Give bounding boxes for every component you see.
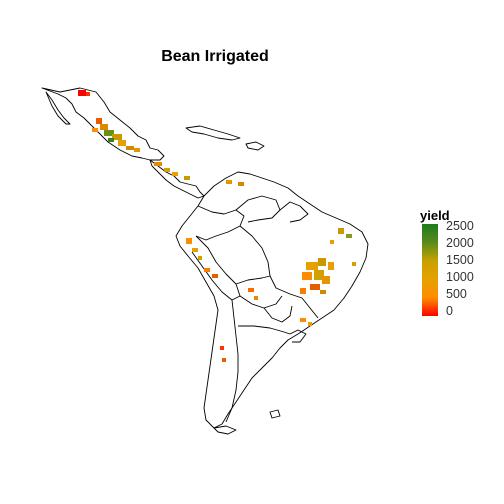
falklands-outline [269,409,281,419]
yield-cells [78,90,356,362]
legend-tick: 1000 [446,270,474,284]
cuba-outline [185,125,241,141]
tierra-del-fuego-outline [213,425,237,435]
south-america-outline [175,171,369,429]
map-title: Bean Irrigated [161,48,269,65]
baja-outline [45,91,71,125]
legend-tick: 2500 [446,219,474,233]
peru-border [191,235,241,301]
legend-tick: 0 [446,304,453,318]
venezuela-border [235,195,281,223]
brazil-border [239,225,319,319]
legend-tick: 1500 [446,253,474,267]
legend-tick: 500 [446,287,467,301]
argentina-border [238,325,291,335]
hispaniola-outline [245,141,265,151]
paraguay-border [263,305,293,323]
legend-color-bar [422,224,438,316]
argentina-chile-border [225,299,239,423]
uruguay-border [289,329,307,343]
legend-tick: 2000 [446,236,474,250]
bolivia-border [235,275,283,309]
mexico-outline [41,87,165,161]
guianas-border [279,201,309,223]
legend-title: yield [420,208,450,223]
colombia-border [195,205,245,241]
yield-legend: yield 2500 2000 1500 1000 500 0 [420,208,474,317]
